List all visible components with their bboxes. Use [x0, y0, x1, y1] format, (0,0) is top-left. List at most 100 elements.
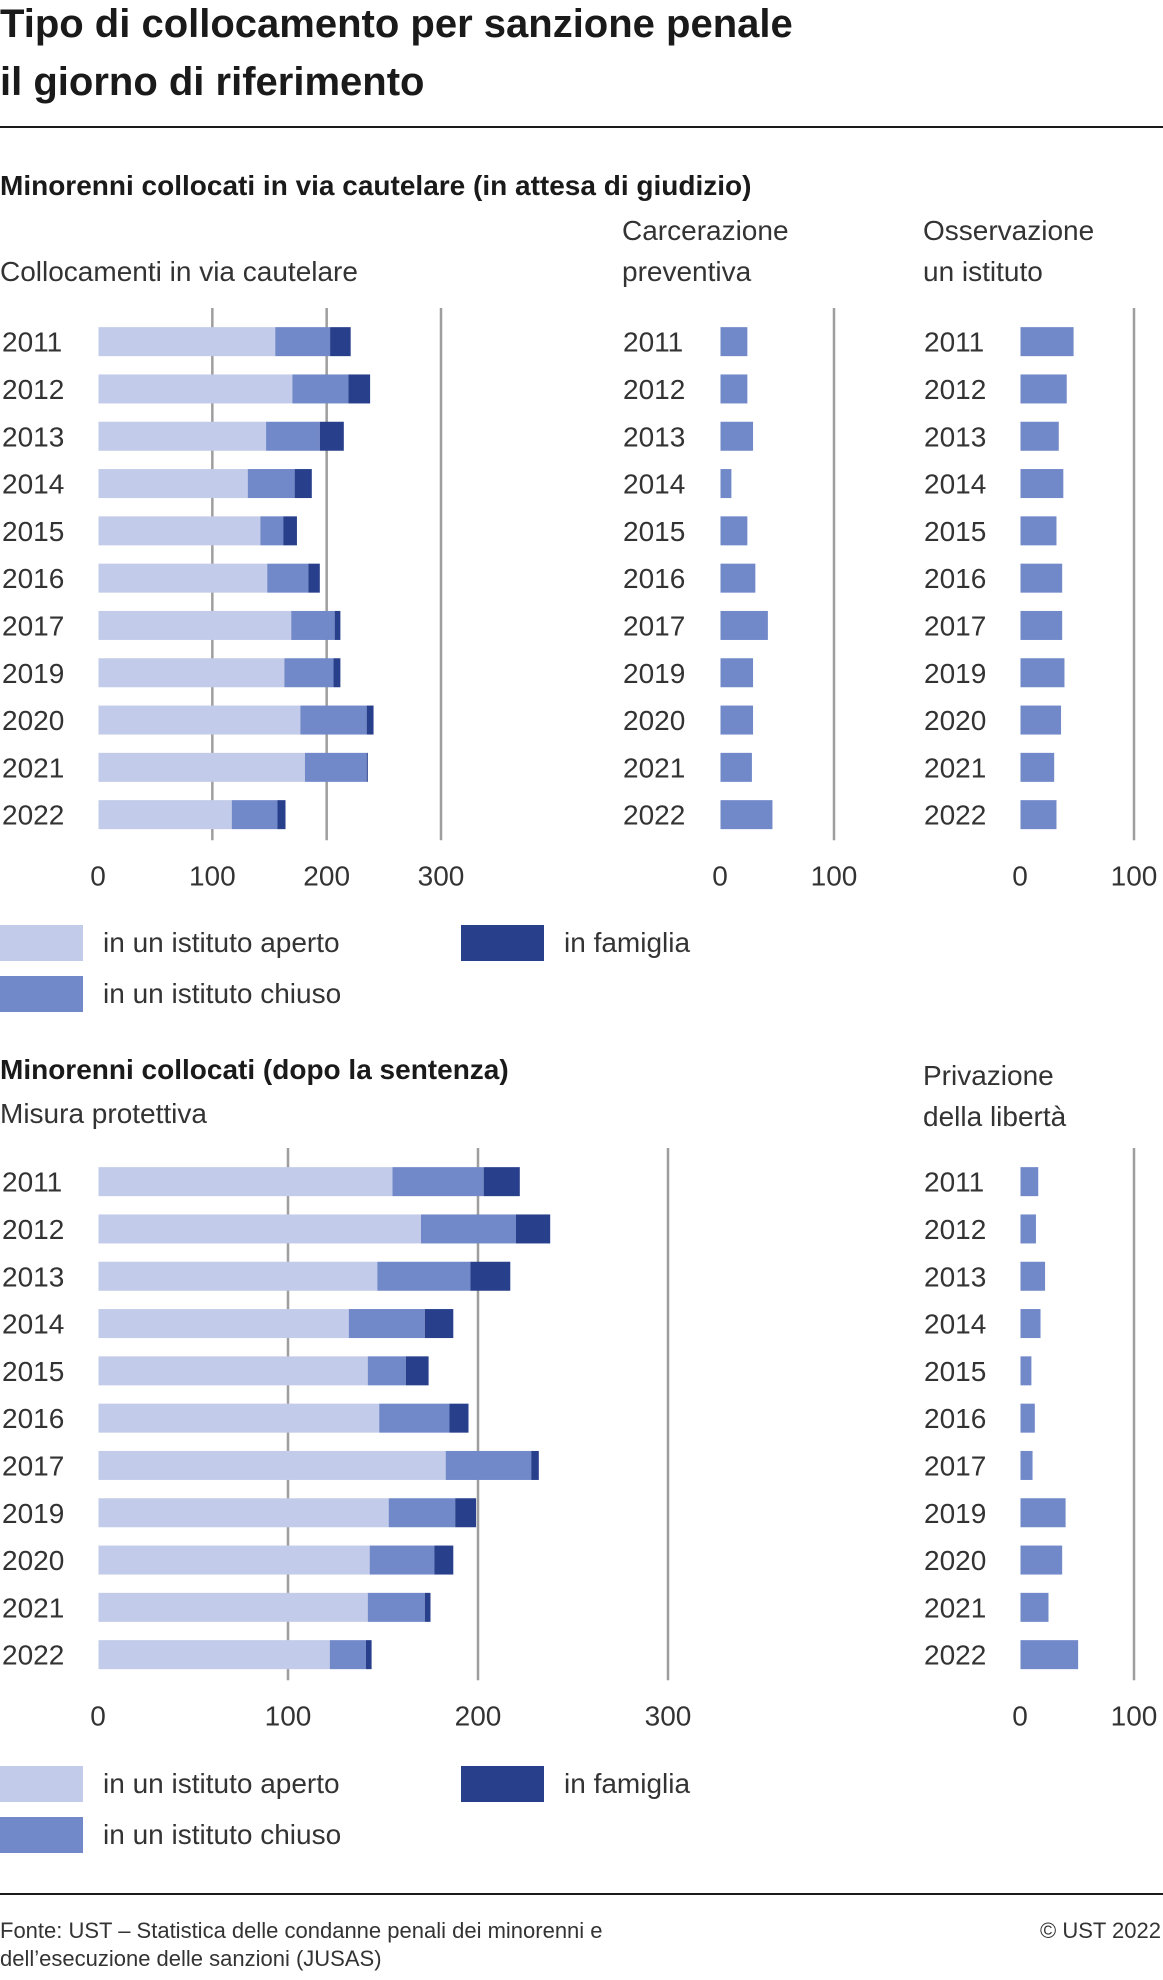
category-label: 2014 — [2, 469, 64, 500]
bar-protettiva — [470, 1261, 511, 1291]
bar-cautelare — [291, 610, 335, 640]
bar-carcerazione — [720, 658, 754, 688]
bar-cautelare — [348, 374, 371, 404]
bar-cautelare — [98, 374, 293, 404]
bar-cautelare — [334, 610, 341, 640]
category-label: 2022 — [924, 800, 986, 831]
bar-privazione — [1020, 1545, 1063, 1575]
tick-label: 300 — [418, 860, 465, 891]
bar-osservazione — [1020, 752, 1055, 782]
category-label: 2012 — [924, 1214, 986, 1245]
legend-swatch-aperto — [0, 925, 83, 961]
bar-cautelare — [333, 658, 341, 688]
category-label: 2012 — [623, 374, 685, 405]
chart-title-osservazione-line-1: Osservazione — [923, 215, 1095, 246]
legend-swatch-famiglia — [461, 925, 544, 961]
tick-label: 200 — [303, 860, 350, 891]
bar-cautelare — [304, 752, 367, 782]
bar-protettiva — [98, 1640, 330, 1670]
chart-title-protettiva: Misura protettiva — [0, 1093, 207, 1134]
bar-protettiva — [483, 1167, 520, 1197]
category-label: 2020 — [2, 1545, 64, 1576]
bar-cautelare — [98, 327, 276, 357]
category-label: 2015 — [924, 516, 986, 547]
category-label: 2013 — [623, 421, 685, 452]
bar-protettiva — [455, 1498, 477, 1528]
category-label: 2021 — [924, 752, 986, 783]
bar-protettiva — [445, 1450, 532, 1480]
bar-cautelare — [98, 752, 305, 782]
category-label: 2022 — [2, 800, 64, 831]
legend-label-aperto: in un istituto aperto — [103, 927, 340, 958]
bar-protettiva — [98, 1214, 421, 1244]
tick-label: 100 — [265, 1700, 312, 1731]
bar-osservazione — [1020, 705, 1062, 735]
bar-cautelare — [284, 658, 334, 688]
category-label: 2012 — [924, 374, 986, 405]
chart-protettiva: 2011 2012 2013 2014 2015 2016 2017 2019 2020 2021… — [2, 1148, 691, 1731]
bar-protettiva — [348, 1309, 425, 1339]
chart-title-privazione-line-2: della libertà — [923, 1101, 1067, 1132]
tick-label: 300 — [645, 1700, 692, 1731]
bar-cautelare — [283, 516, 297, 546]
category-label: 2016 — [2, 563, 64, 594]
category-label: 2017 — [924, 1450, 986, 1481]
bar-cautelare — [98, 563, 268, 593]
legend-item-aperto: in un istituto aperto — [0, 1766, 340, 1802]
category-label: 2013 — [2, 421, 64, 452]
page-title-line-1: Tipo di collocamento per sanzione penale — [0, 2, 793, 46]
category-label: 2013 — [2, 1261, 64, 1292]
tick-label: 100 — [1111, 1700, 1158, 1731]
category-label: 2022 — [623, 800, 685, 831]
category-label: 2011 — [924, 1167, 984, 1198]
category-label: 2020 — [623, 705, 685, 736]
bar-osservazione — [1020, 800, 1057, 830]
bar-protettiva — [367, 1356, 406, 1386]
category-label: 2014 — [2, 1309, 64, 1340]
bar-privazione — [1020, 1592, 1049, 1622]
bar-cautelare — [266, 421, 320, 451]
bar-protettiva — [365, 1640, 372, 1670]
category-label: 2019 — [2, 658, 64, 689]
legend-swatch-chiuso — [0, 976, 83, 1012]
bar-osservazione — [1020, 469, 1064, 499]
bar-cautelare — [98, 469, 248, 499]
bar-protettiva — [449, 1403, 469, 1433]
chart-title-osservazione: Osservazione un istituto — [923, 210, 1094, 292]
chart-title-carcerazione-line-1: Carcerazione — [622, 215, 789, 246]
bar-protettiva — [98, 1592, 368, 1622]
bar-privazione — [1020, 1498, 1066, 1528]
legend-label-famiglia: in famiglia — [564, 927, 691, 958]
bar-privazione — [1020, 1309, 1041, 1339]
bar-cautelare — [294, 469, 312, 499]
tick-label: 0 — [712, 860, 728, 891]
tick-label: 0 — [1012, 1700, 1028, 1731]
chart-osservazione: 2011 2012 2013 2014 2015 2016 2017 2019 2020 2021… — [924, 308, 1157, 891]
footer-source: Fonte: UST – Statistica delle condanne p… — [0, 1917, 603, 1973]
bar-protettiva — [531, 1450, 539, 1480]
bar-carcerazione — [720, 469, 732, 499]
bar-osservazione — [1020, 610, 1063, 640]
bar-protettiva — [98, 1450, 446, 1480]
bar-protettiva — [329, 1640, 366, 1670]
category-label: 2021 — [623, 752, 685, 783]
category-label: 2011 — [924, 327, 984, 358]
legend-section1: in un istituto aperto in un istituto chi… — [0, 925, 760, 1015]
tick-label: 0 — [1012, 860, 1028, 891]
category-label: 2019 — [623, 658, 685, 689]
charts-section2: 2011 2012 2013 2014 2015 2016 2017 2019 2020 2021… — [2, 1148, 1158, 1731]
bar-cautelare — [247, 469, 295, 499]
category-label: 2017 — [2, 1450, 64, 1481]
bar-osservazione — [1020, 421, 1059, 451]
bar-privazione — [1020, 1403, 1035, 1433]
category-label: 2019 — [2, 1498, 64, 1529]
category-label: 2014 — [623, 469, 685, 500]
category-label: 2012 — [2, 374, 64, 405]
category-label: 2014 — [924, 469, 986, 500]
chart-title-osservazione-line-2: un istituto — [923, 256, 1043, 287]
bar-osservazione — [1020, 658, 1065, 688]
bar-protettiva — [405, 1356, 429, 1386]
bar-protettiva — [98, 1261, 378, 1291]
category-label: 2022 — [924, 1640, 986, 1671]
legend-swatch-chiuso — [0, 1817, 83, 1853]
